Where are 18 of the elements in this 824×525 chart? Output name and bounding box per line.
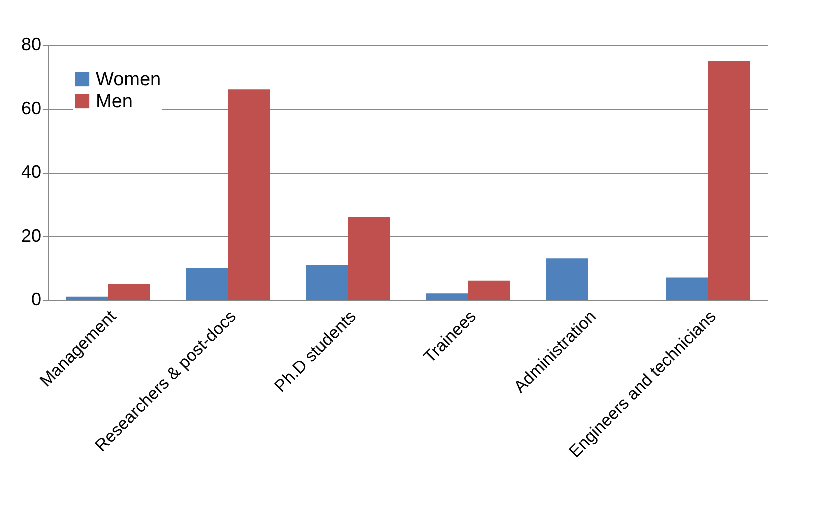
y-tick-label: 80 bbox=[21, 34, 42, 54]
bar bbox=[546, 258, 588, 300]
legend-label: Women bbox=[96, 70, 162, 90]
bar bbox=[66, 296, 108, 300]
y-tick-label: 60 bbox=[21, 98, 42, 118]
y-tick-label: 40 bbox=[21, 162, 42, 182]
bar bbox=[468, 280, 510, 300]
bar bbox=[708, 60, 750, 300]
y-tick-label: 0 bbox=[31, 290, 42, 310]
y-tick-label: 20 bbox=[21, 226, 42, 246]
bar bbox=[306, 264, 348, 300]
bar bbox=[426, 294, 468, 300]
bar bbox=[186, 268, 228, 300]
bar bbox=[348, 217, 390, 300]
bar bbox=[228, 90, 270, 300]
bar bbox=[666, 278, 708, 300]
legend-label: Men bbox=[96, 92, 133, 112]
bar bbox=[108, 284, 150, 300]
